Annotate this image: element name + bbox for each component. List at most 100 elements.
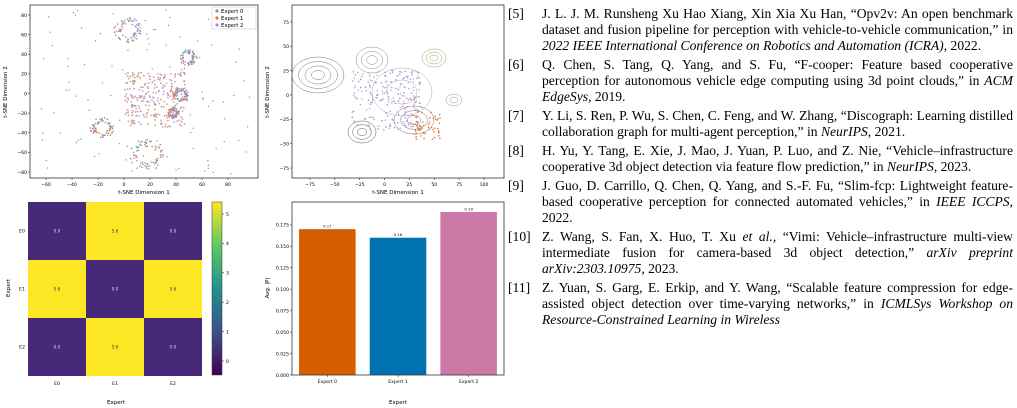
scatter-point (129, 87, 131, 90)
scatter-point (46, 167, 49, 169)
scatter-point (148, 75, 151, 78)
density-point (369, 86, 371, 88)
density-point (427, 126, 430, 129)
scatter-point (65, 89, 67, 92)
reference-venue: IEEE ICCPS (936, 193, 1010, 209)
scatter-point (135, 107, 138, 110)
density-contour (400, 110, 428, 130)
tsne-right-y-label: 25 (283, 68, 289, 74)
density-point (412, 95, 415, 97)
density-point (368, 116, 371, 119)
scatter-point (148, 95, 151, 97)
density-point (357, 80, 360, 83)
scatter-point (162, 84, 164, 87)
scatter-point (141, 140, 143, 143)
scatter-point (152, 96, 155, 99)
scatter-point (146, 33, 148, 35)
density-point (415, 133, 417, 135)
density-point (409, 97, 412, 100)
density-point (369, 103, 372, 105)
bar-xticks: Expert 0 Expert 1 Expert 2 (318, 375, 478, 385)
density-point (434, 118, 437, 120)
scatter-point (105, 131, 108, 134)
scatter-point (176, 92, 179, 94)
scatter-point (184, 83, 186, 86)
density-point (439, 117, 441, 119)
expert-heatmap: 0.0 5.6 0.0 5.6 0.0 5.6 0.0 5.6 0.0 E0 E1 E2 E0 E1 E2… (6, 201, 229, 406)
scatter-point (93, 125, 96, 128)
heatmap-cell (86, 318, 144, 376)
density-point (429, 117, 431, 119)
heatmap-cell-value: 5.6 (112, 229, 119, 234)
density-contour (352, 124, 372, 140)
scatter-point (179, 74, 182, 77)
density-point (422, 124, 425, 127)
density-point (423, 137, 425, 140)
scatter-point (207, 164, 210, 166)
scatter-point (136, 167, 138, 169)
density-point (391, 118, 394, 121)
scatter-point (180, 124, 183, 127)
scatter-point (121, 69, 124, 71)
scatter-point (246, 126, 249, 128)
density-point (368, 72, 370, 74)
density-point (415, 138, 418, 140)
scatter-point (186, 91, 189, 94)
scatter-point (191, 55, 194, 57)
scatter-point (180, 89, 183, 92)
scatter-point (124, 113, 127, 116)
scatter-point (175, 108, 178, 111)
density-contour (421, 48, 447, 68)
scatter-point (178, 99, 181, 102)
scatter-point (139, 143, 141, 146)
scatter-point (141, 90, 144, 92)
scatter-point (132, 151, 135, 154)
scatter-point (165, 82, 168, 85)
scatter-point (185, 89, 188, 92)
scatter-point (152, 114, 155, 117)
tsne-right-yticks: 75 50 25 0 −25 −50 −75 (279, 20, 292, 172)
scatter-point (212, 171, 214, 174)
scatter-point (127, 49, 129, 52)
scatter-point (186, 95, 189, 97)
scatter-point (164, 73, 166, 76)
scatter-point (136, 110, 139, 113)
scatter-point (133, 87, 136, 90)
scatter-point (152, 161, 155, 164)
reference-segment: H. Yu, Y. Tang, E. Xie, J. Mao, J. Yuan,… (542, 142, 1013, 174)
density-point (390, 89, 392, 91)
bar-yticks: 0.175 0.150 0.125 0.100 0.075 0.050 0.025 0.000 (276, 223, 292, 379)
scatter-point (104, 121, 107, 124)
tsne-right-y-label: −50 (279, 141, 289, 147)
scatter-point (99, 132, 101, 135)
density-point (379, 99, 382, 102)
scatter-point (147, 38, 149, 40)
scatter-point (104, 134, 106, 136)
scatter-point (154, 145, 157, 147)
reference-text: Y. Li, S. Ren, P. Wu, S. Chen, C. Feng, … (542, 108, 1013, 140)
density-point (398, 73, 401, 76)
density-point (357, 71, 359, 74)
density-point (417, 75, 419, 78)
scatter-point (176, 98, 179, 100)
scatter-point (152, 29, 155, 31)
scatter-point (184, 92, 186, 94)
scatter-point (145, 100, 148, 103)
scatter-point (96, 123, 99, 125)
scatter-point (135, 19, 137, 22)
scatter-point (192, 127, 195, 129)
density-contour (355, 46, 389, 74)
scatter-point (150, 114, 152, 117)
reference-venue: arXiv preprint arXiv:2303.10975 (542, 244, 1013, 276)
scatter-point (162, 155, 164, 158)
scatter-point (171, 117, 173, 119)
scatter-point (187, 49, 189, 52)
scatter-point (175, 110, 178, 112)
scatter-point (113, 31, 116, 34)
scatter-point (131, 161, 134, 164)
scatter-point (124, 36, 127, 39)
density-point (397, 88, 400, 91)
scatter-point (125, 82, 127, 84)
scatter-point (137, 105, 140, 107)
